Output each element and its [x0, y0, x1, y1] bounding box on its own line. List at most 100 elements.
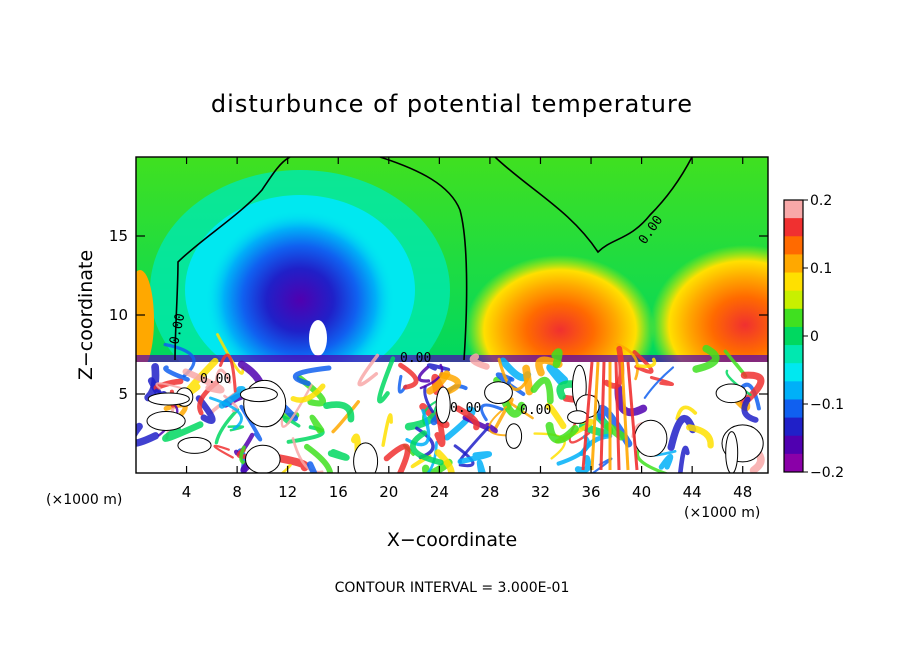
colorbar-swatch — [784, 399, 803, 419]
turbulence-streak — [377, 356, 396, 404]
turbulence-streak — [218, 353, 237, 393]
turbulence-streak — [643, 366, 675, 399]
turbulence-pocket — [147, 392, 190, 406]
x-tick-label: 28 — [480, 483, 499, 501]
contour-label: 0.00 — [450, 401, 481, 416]
turbulence-streak — [331, 400, 360, 434]
turbulence-streak — [678, 445, 690, 473]
colorbar-swatch — [784, 200, 803, 219]
colorbar-swatch — [784, 308, 803, 328]
x-tick-label: 16 — [329, 483, 348, 501]
turbulence-streak — [545, 421, 579, 444]
colorbar-swatch — [784, 236, 803, 255]
zero-contour-left — [174, 157, 291, 361]
turbulence-streak — [383, 443, 411, 473]
turbulence-streak — [293, 365, 332, 387]
turbulence-pocket — [567, 410, 589, 424]
turbulence-pocket — [505, 423, 523, 449]
turbulence-pocket — [715, 383, 747, 404]
colorbar-swatch — [784, 218, 803, 237]
warm-plume-streak — [590, 361, 600, 471]
turbulence-streak — [323, 401, 355, 423]
colorbar-tick-label: 0.1 — [810, 261, 832, 277]
turbulence-streak — [213, 444, 234, 459]
colorbar-swatch — [784, 326, 803, 346]
colorbar-swatch — [784, 417, 803, 437]
zero-contour-center — [379, 157, 468, 361]
turbulence-pocket — [177, 436, 212, 454]
turbulence-streak — [469, 353, 490, 370]
colorbar-swatch — [784, 345, 803, 364]
turbulence-streak — [381, 413, 393, 447]
colorbar-swatch — [784, 435, 803, 455]
contour-label: 0.00 — [200, 372, 231, 387]
turbulence-streak — [426, 363, 451, 372]
turbulence-streak — [182, 368, 225, 394]
cold-anomaly-core — [205, 210, 395, 390]
warm-plume-streak — [614, 361, 621, 471]
turbulence-pocket — [146, 411, 186, 431]
turbulence-streak — [497, 357, 530, 391]
turbulence-streak — [357, 353, 380, 387]
turbulence-streak — [453, 444, 475, 468]
x-axis-ticks: 4 8 12 16 20 24 28 32 36 40 44 48 — [182, 157, 752, 501]
turbulence-streak — [686, 424, 714, 449]
turbulence-pocket — [725, 431, 739, 473]
boundary-band — [136, 355, 768, 362]
turbulence-pocket — [435, 386, 451, 424]
turbulence-streak — [291, 437, 324, 473]
turbulence-streak — [309, 414, 325, 434]
turbulence-streak — [155, 382, 183, 390]
turbulence-streak — [419, 363, 444, 390]
colorbar-tick-label: −0.1 — [810, 397, 844, 413]
turbulence-streak — [216, 333, 245, 375]
turbulence-streak — [546, 363, 569, 385]
colorbar-swatch — [784, 381, 803, 400]
turbulence-streak — [649, 376, 674, 386]
x-axis-label: X−coordinate — [387, 529, 517, 551]
turbulence-streak — [327, 449, 350, 461]
colorbar-swatch — [784, 290, 803, 310]
turbulence-streak — [530, 376, 554, 405]
cold-anomaly-white-core — [309, 320, 327, 356]
colorbar-ticks: 0.2 0.1 0 −0.1 −0.2 — [803, 193, 844, 481]
turbulence-streak — [545, 402, 567, 430]
turbulence-streak — [574, 455, 592, 473]
turbulence-streak — [290, 383, 326, 403]
turbulence-streak — [306, 461, 318, 473]
colorbar-tick-label: 0 — [810, 329, 819, 345]
turbulence-streak — [423, 385, 434, 414]
turbulence-pocket — [239, 386, 278, 403]
turbulence-pocket — [245, 444, 281, 473]
turbulence-pocket — [634, 419, 668, 457]
turbulence-streak — [480, 403, 504, 422]
turbulence-pocket — [484, 381, 513, 405]
turbulence-streak — [635, 357, 657, 369]
turbulence-streak — [162, 421, 204, 442]
turbulence-streak — [280, 463, 292, 473]
colorbar-swatch — [784, 272, 803, 292]
x-tick-label: 44 — [683, 483, 702, 501]
plot-area — [136, 157, 768, 473]
warm-plume-streak — [620, 361, 630, 471]
y-tick-label: 5 — [118, 385, 128, 403]
colorbar-swatch — [784, 363, 803, 382]
colorbar-tick-label: −0.2 — [810, 465, 844, 481]
turbulence-streak — [455, 405, 480, 431]
turbulence-streak — [692, 344, 720, 373]
turbulence-streak — [214, 408, 240, 445]
colorbar-tick-label: 0.2 — [810, 193, 832, 209]
x-tick-label: 4 — [182, 483, 192, 501]
turbulence-streak — [195, 395, 216, 424]
turbulence-streak — [658, 453, 674, 470]
turbulent-layer — [136, 333, 765, 473]
turbulence-streak — [675, 405, 698, 421]
turbulence-streak — [614, 342, 639, 381]
turbulence-streak — [417, 365, 431, 383]
warm-plume-streak — [581, 361, 594, 471]
x-tick-label: 36 — [581, 483, 600, 501]
x-axis-unit-right: (×1000 m) — [684, 505, 760, 521]
warm-plume-streak — [626, 361, 639, 471]
contour-label: 0.00 — [167, 312, 188, 346]
contour-label: 0.00 — [400, 351, 431, 366]
